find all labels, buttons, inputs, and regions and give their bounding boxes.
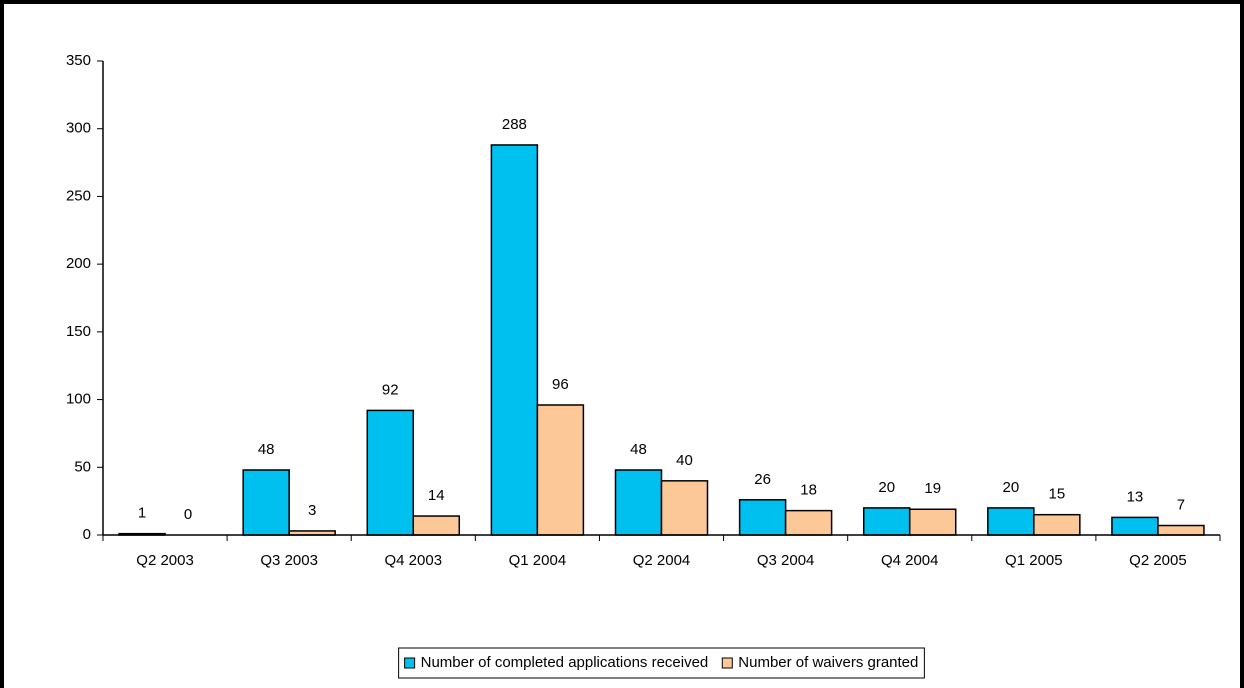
bar <box>738 499 787 536</box>
legend-label: Number of completed applications receive… <box>421 654 709 671</box>
value-label: 13 <box>1127 488 1144 505</box>
x-tick-label: Q3 2004 <box>757 552 815 569</box>
legend <box>398 647 925 679</box>
bar <box>987 507 1035 536</box>
y-tick-label: 350 <box>66 52 91 69</box>
value-label: 3 <box>308 502 316 519</box>
y-tick-label: 300 <box>66 120 91 137</box>
value-label: 26 <box>754 471 771 488</box>
value-label: 18 <box>800 482 817 499</box>
bar <box>242 469 290 536</box>
bar <box>412 515 461 536</box>
y-tick-label: 0 <box>83 526 91 543</box>
bar <box>784 509 833 536</box>
value-label: 40 <box>676 452 693 469</box>
value-label: 14 <box>428 487 445 504</box>
x-tick-label: Q1 2005 <box>1005 552 1063 569</box>
y-tick-label: 250 <box>66 187 91 204</box>
value-label: 19 <box>924 480 941 497</box>
value-label: 1 <box>138 505 146 522</box>
value-label: 0 <box>184 506 192 523</box>
value-label: 20 <box>1002 479 1019 496</box>
x-tick-label: Q2 2003 <box>136 552 194 569</box>
y-tick-label: 50 <box>74 458 91 475</box>
x-tick-label: Q2 2005 <box>1129 552 1187 569</box>
bar <box>366 409 415 536</box>
legend-swatch <box>404 657 416 669</box>
value-label: 20 <box>878 479 895 496</box>
bar <box>1111 516 1159 536</box>
value-label: 48 <box>258 441 275 458</box>
bar <box>862 507 911 536</box>
value-label: 48 <box>630 441 647 458</box>
bar <box>660 480 709 536</box>
x-tick-label: Q4 2004 <box>881 552 939 569</box>
value-label: 92 <box>382 381 399 398</box>
x-tick-label: Q2 2004 <box>633 552 691 569</box>
bar <box>1157 524 1205 536</box>
x-tick-label: Q4 2003 <box>385 552 443 569</box>
x-tick-label: Q3 2003 <box>260 552 318 569</box>
bar <box>490 144 539 536</box>
bar <box>614 469 663 536</box>
y-tick-label: 150 <box>66 323 91 340</box>
value-label: 15 <box>1048 486 1065 503</box>
value-label: 288 <box>502 116 527 133</box>
bar <box>908 508 957 536</box>
value-label: 7 <box>1177 496 1185 513</box>
legend-label: Number of waivers granted <box>738 654 918 671</box>
y-tick-label: 100 <box>66 391 91 408</box>
x-tick-label: Q1 2004 <box>509 552 567 569</box>
value-label: 96 <box>552 376 569 393</box>
legend-swatch <box>721 657 733 669</box>
y-tick-label: 200 <box>66 255 91 272</box>
bar <box>536 404 585 536</box>
bar <box>1033 513 1081 536</box>
